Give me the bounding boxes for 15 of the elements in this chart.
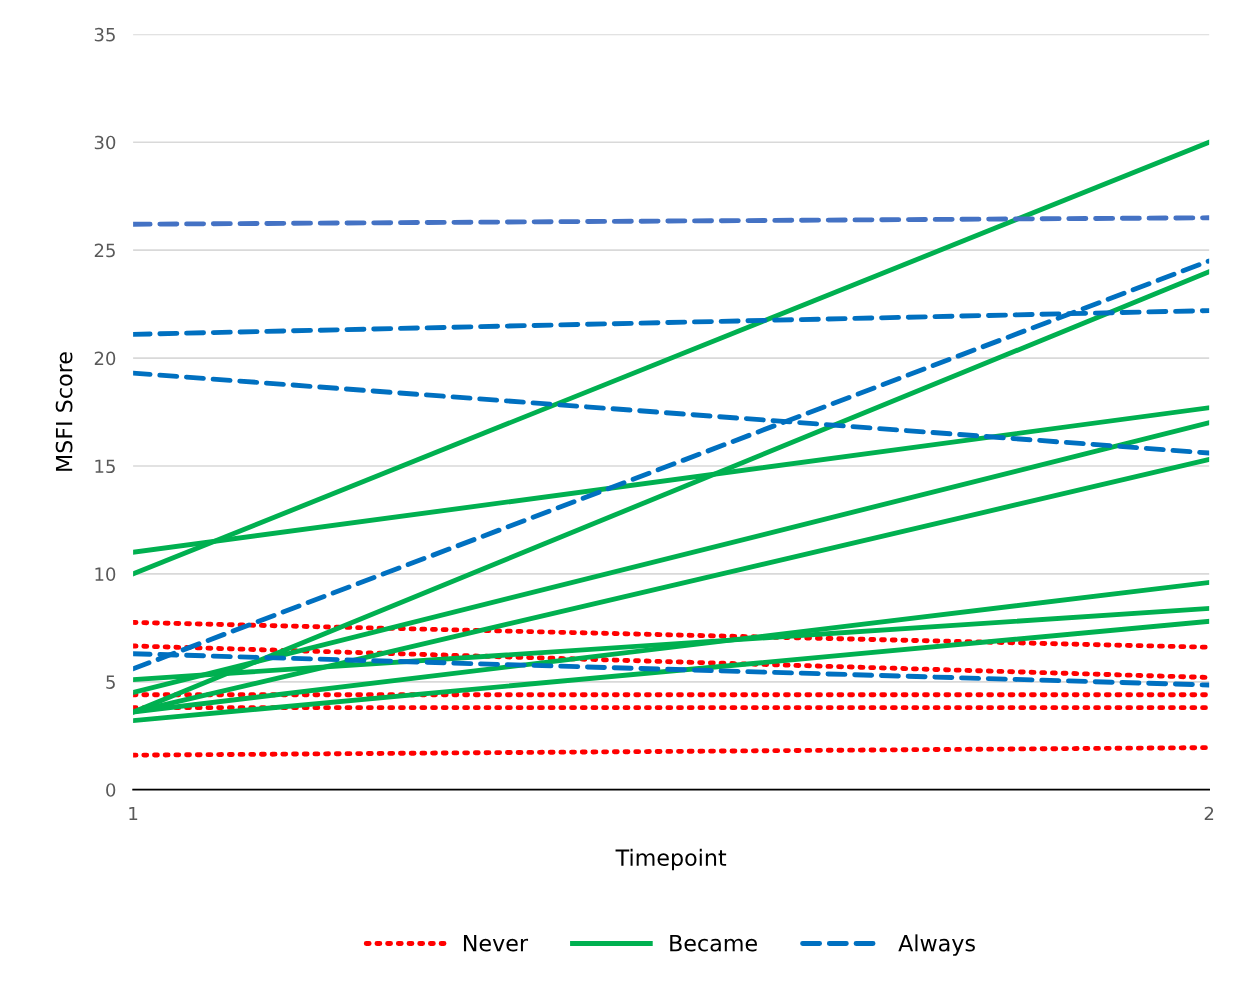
- y-tick-label: 5: [106, 675, 115, 689]
- y-tick-label: 35: [94, 27, 115, 42]
- y-tick-label: 30: [94, 135, 116, 150]
- y-tick-label: 15: [95, 459, 115, 474]
- x-axis-title: Timepoint: [615, 848, 727, 871]
- y-tick-label: 0: [106, 783, 116, 797]
- legend-label: Became: [670, 935, 757, 952]
- legend-label: Always: [898, 934, 975, 956]
- y-tick-label: 10: [95, 567, 116, 581]
- y-tick-label: 25: [94, 243, 115, 258]
- x-tick-label: 2: [1204, 806, 1214, 821]
- x-tick-label: 1: [129, 806, 138, 821]
- y-axis-title: MSFI Score: [55, 352, 73, 471]
- legend-label: Never: [463, 935, 529, 952]
- y-tick-label: 20: [94, 351, 116, 366]
